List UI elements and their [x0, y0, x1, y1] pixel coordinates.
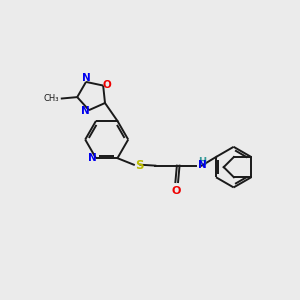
Text: O: O [171, 186, 181, 196]
Text: N: N [88, 153, 97, 163]
Text: N: N [198, 160, 206, 170]
Text: H: H [198, 157, 206, 167]
Text: N: N [81, 106, 90, 116]
Text: S: S [135, 159, 144, 172]
Text: O: O [102, 80, 111, 90]
Text: N: N [82, 73, 90, 83]
Text: CH₃: CH₃ [44, 94, 59, 103]
